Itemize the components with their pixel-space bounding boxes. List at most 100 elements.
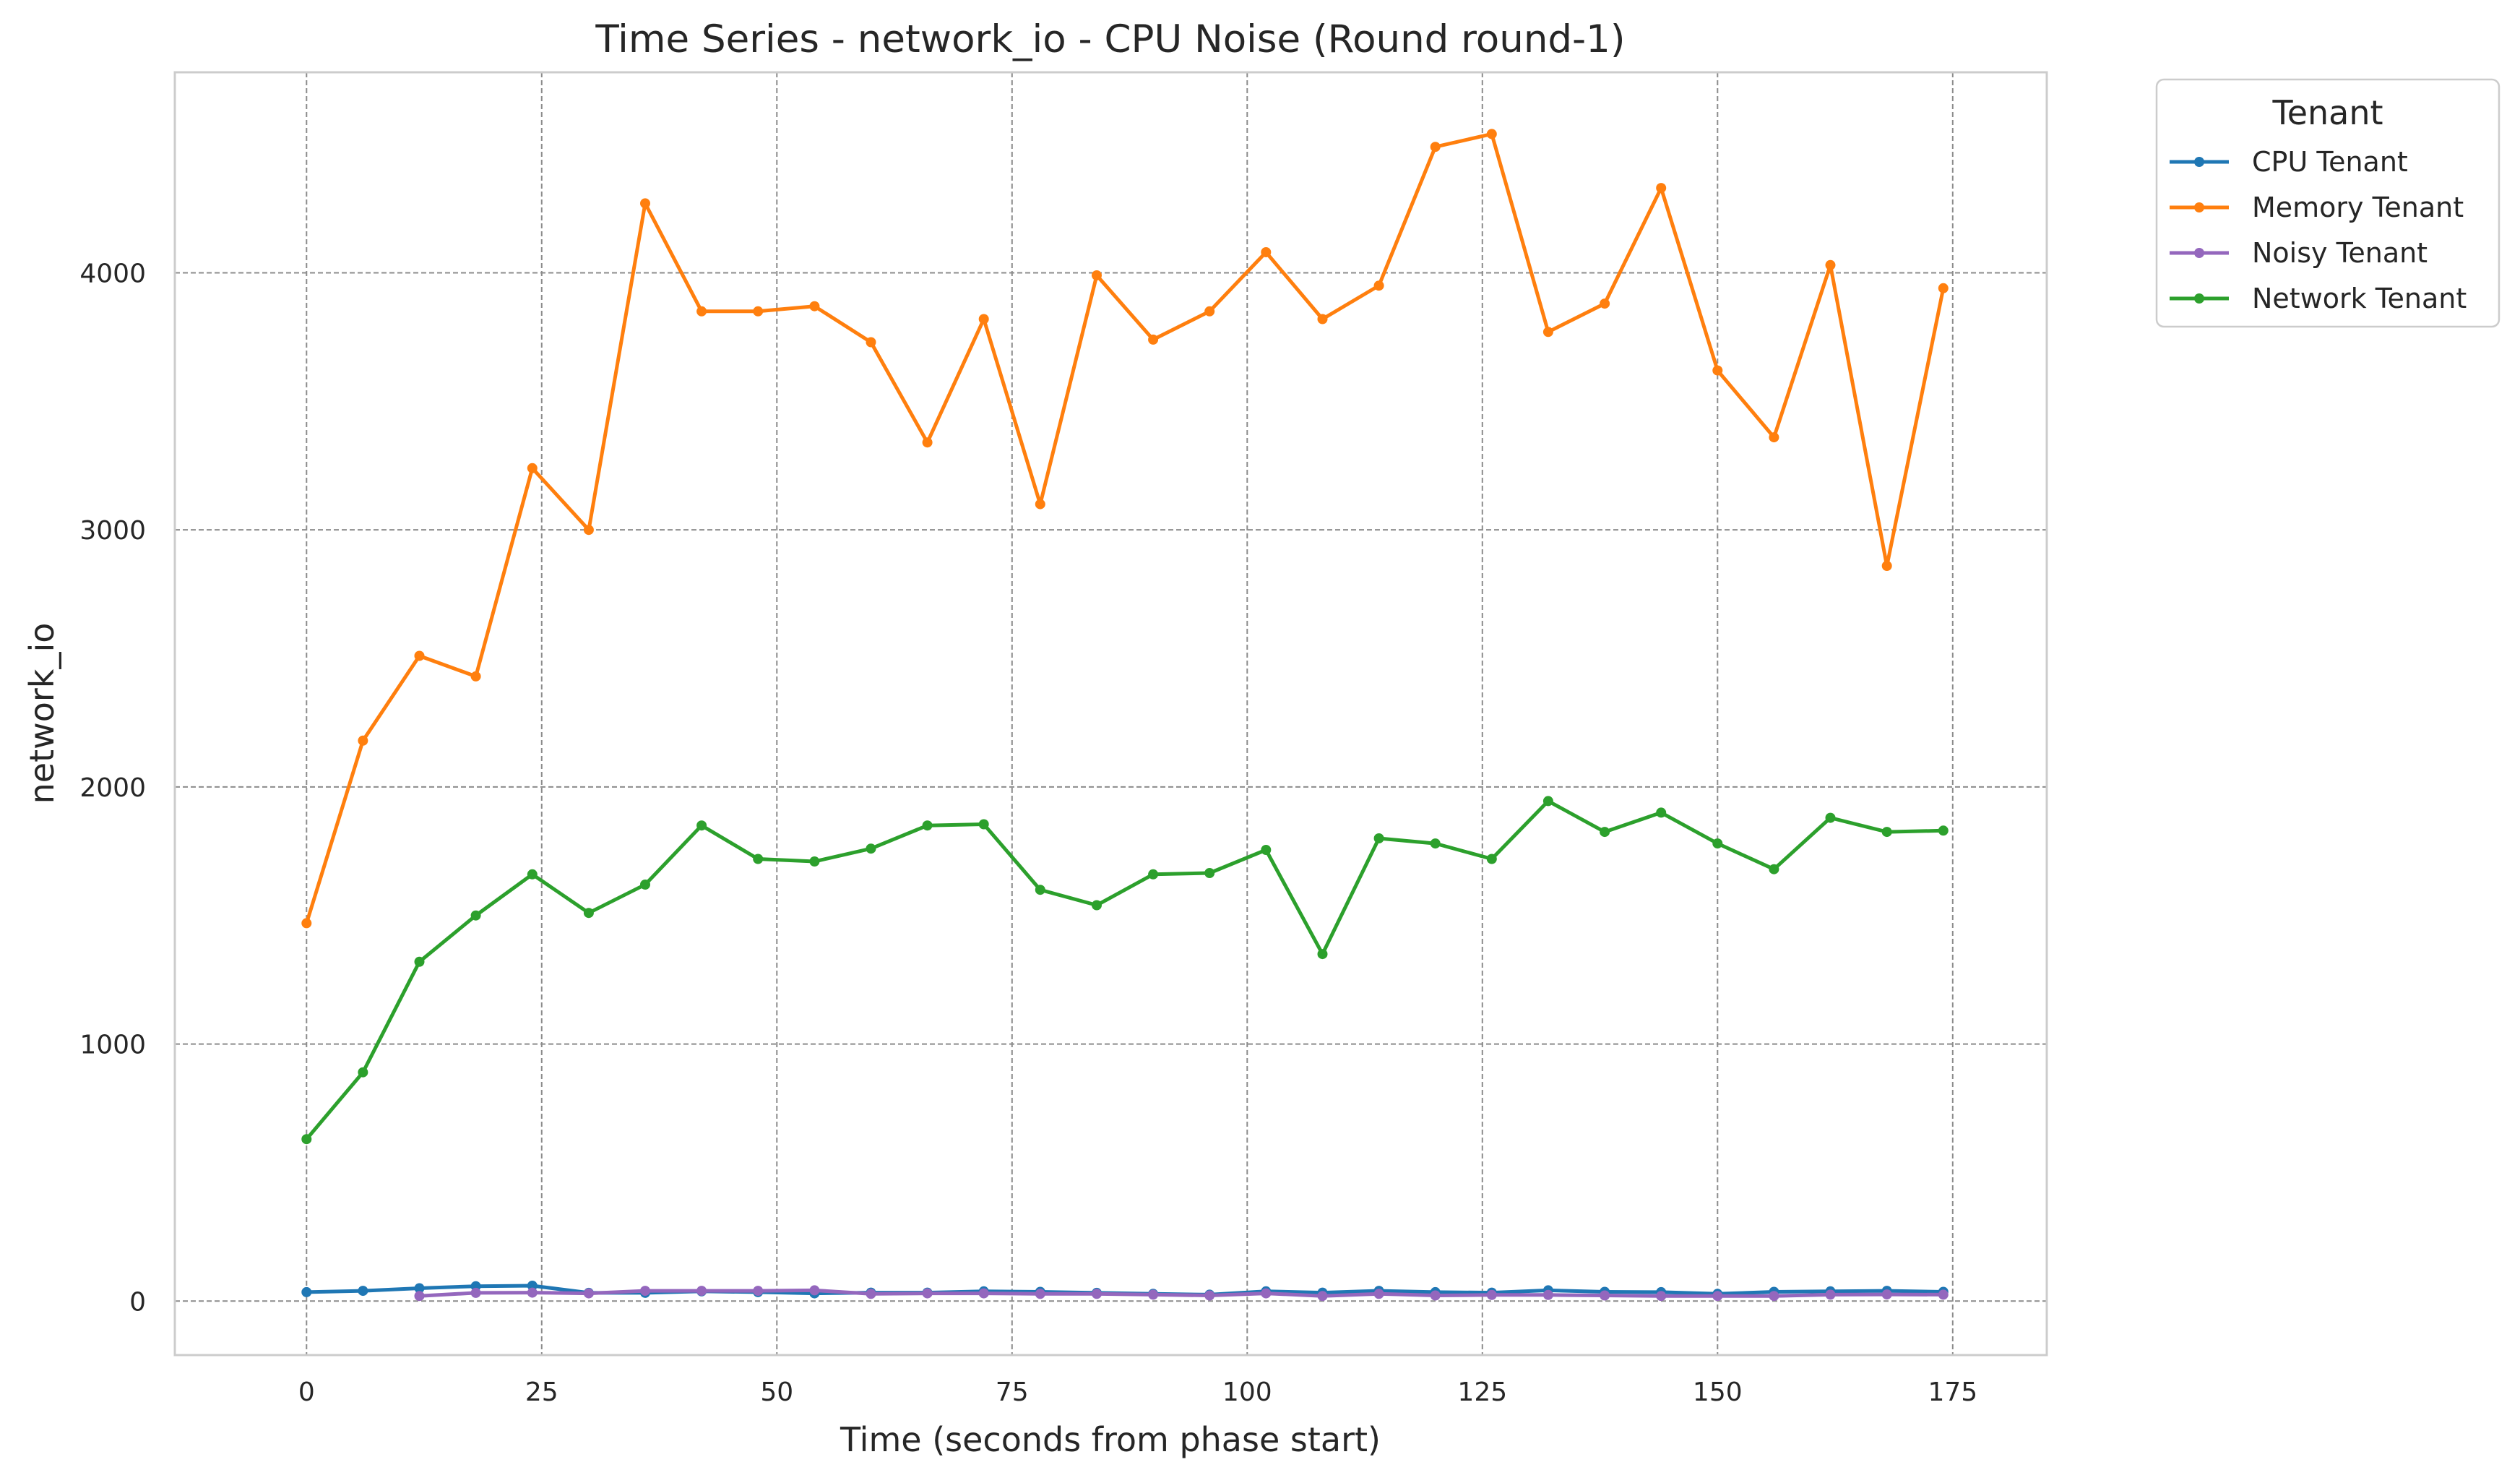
legend-items: CPU Tenant Memory Tenant Noisy Tenant Netwo… xyxy=(2170,146,2467,314)
legend-item-cpu-tenant: CPU Tenant xyxy=(2170,146,2408,178)
legend-item-noisy-tenant: Noisy Tenant xyxy=(2170,237,2428,269)
data-point-memory-tenant xyxy=(696,306,707,317)
legend-swatch-marker xyxy=(2194,157,2204,167)
legend-swatch-marker xyxy=(2194,293,2204,304)
data-point-network-tenant xyxy=(1769,864,1779,874)
data-point-noisy-tenant xyxy=(1938,1289,1949,1300)
data-point-noisy-tenant xyxy=(1261,1288,1272,1299)
y-tick-label: 1000 xyxy=(79,1031,146,1060)
data-point-noisy-tenant xyxy=(583,1288,594,1299)
data-point-memory-tenant xyxy=(1881,561,1892,571)
data-point-noisy-tenant xyxy=(696,1286,707,1297)
data-point-memory-tenant xyxy=(1092,270,1102,280)
legend-item-memory-tenant: Memory Tenant xyxy=(2170,192,2464,223)
series-noisy-tenant xyxy=(414,1285,1949,1302)
data-point-noisy-tenant xyxy=(1542,1289,1553,1300)
data-point-cpu-tenant xyxy=(414,1283,425,1294)
data-point-network-tenant xyxy=(583,908,594,919)
data-point-noisy-tenant xyxy=(978,1288,989,1299)
series-layer xyxy=(301,129,1949,1302)
x-tick-label: 175 xyxy=(1928,1377,1977,1407)
chart-title: Time Series - network_io - CPU Noise (Ro… xyxy=(595,17,1625,61)
data-point-noisy-tenant xyxy=(866,1289,876,1299)
data-point-cpu-tenant xyxy=(301,1286,312,1297)
x-tick-label: 75 xyxy=(996,1377,1029,1407)
data-point-noisy-tenant xyxy=(809,1285,820,1296)
data-point-noisy-tenant xyxy=(1656,1291,1667,1302)
data-point-memory-tenant xyxy=(866,337,876,348)
data-point-noisy-tenant xyxy=(1825,1289,1836,1300)
x-tick-label: 50 xyxy=(760,1377,793,1407)
data-point-noisy-tenant xyxy=(414,1291,425,1302)
data-point-memory-tenant xyxy=(301,918,312,929)
data-point-memory-tenant xyxy=(978,314,989,324)
legend-label: Noisy Tenant xyxy=(2252,237,2428,269)
legend: Tenant CPU Tenant Memory Tenant Noisy Tena… xyxy=(2155,78,2500,328)
data-point-memory-tenant xyxy=(1317,314,1328,324)
x-tick-label: 125 xyxy=(1457,1377,1507,1407)
data-point-memory-tenant xyxy=(358,735,368,746)
data-point-network-tenant xyxy=(1261,845,1272,855)
y-axis-ticks: 0 1000 2000 3000 4000 xyxy=(79,259,146,1317)
data-point-noisy-tenant xyxy=(1035,1289,1045,1299)
series-line-network-tenant xyxy=(304,799,1946,1141)
series-memory-tenant xyxy=(301,129,1949,929)
data-point-memory-tenant xyxy=(1261,247,1272,257)
data-point-network-tenant xyxy=(1430,838,1441,849)
data-point-memory-tenant xyxy=(1656,183,1667,194)
y-tick-label: 2000 xyxy=(79,773,146,803)
data-point-memory-tenant xyxy=(1825,259,1836,270)
legend-swatch-marker xyxy=(2194,248,2204,258)
series-network-tenant xyxy=(301,796,1949,1145)
data-point-noisy-tenant xyxy=(1881,1289,1892,1300)
data-point-network-tenant xyxy=(1712,838,1723,849)
data-point-network-tenant xyxy=(753,854,764,864)
data-point-network-tenant xyxy=(1035,885,1045,895)
data-point-network-tenant xyxy=(1881,827,1892,838)
x-axis-ticks: 0 25 50 75 100 125 150 175 xyxy=(298,1377,1977,1407)
legend-item-network-tenant: Network Tenant xyxy=(2170,283,2467,314)
data-point-network-tenant xyxy=(640,880,650,890)
data-point-memory-tenant xyxy=(1148,334,1159,345)
data-point-network-tenant xyxy=(1542,796,1553,807)
series-line-noisy-tenant xyxy=(418,1288,1946,1298)
data-point-memory-tenant xyxy=(640,198,650,209)
data-point-network-tenant xyxy=(1938,825,1949,836)
data-point-network-tenant xyxy=(301,1134,312,1145)
data-point-memory-tenant xyxy=(1600,298,1610,309)
legend-swatch-marker xyxy=(2194,202,2204,212)
data-point-noisy-tenant xyxy=(1430,1290,1441,1301)
data-point-memory-tenant xyxy=(1035,499,1045,510)
data-point-memory-tenant xyxy=(470,671,481,682)
data-point-noisy-tenant xyxy=(1712,1291,1723,1302)
data-point-network-tenant xyxy=(470,910,481,921)
data-point-noisy-tenant xyxy=(640,1286,650,1297)
data-point-noisy-tenant xyxy=(527,1287,538,1298)
data-point-noisy-tenant xyxy=(1486,1289,1497,1300)
plot-area-frame xyxy=(173,71,2048,1357)
data-point-noisy-tenant xyxy=(470,1287,481,1298)
x-tick-label: 150 xyxy=(1693,1377,1743,1407)
data-point-network-tenant xyxy=(1656,807,1667,818)
y-tick-label: 0 xyxy=(129,1287,146,1317)
data-point-noisy-tenant xyxy=(1317,1291,1328,1302)
data-point-memory-tenant xyxy=(583,525,594,536)
legend-title: Tenant xyxy=(2271,93,2383,132)
data-point-memory-tenant xyxy=(809,301,820,311)
data-point-network-tenant xyxy=(1373,833,1384,843)
data-point-cpu-tenant xyxy=(358,1286,368,1297)
data-point-memory-tenant xyxy=(753,306,764,317)
series-line-memory-tenant xyxy=(304,132,1946,925)
data-point-network-tenant xyxy=(1204,868,1215,878)
data-point-network-tenant xyxy=(1600,827,1610,838)
data-point-memory-tenant xyxy=(1769,432,1779,443)
y-axis-label: network_io xyxy=(22,623,61,804)
legend-label: CPU Tenant xyxy=(2252,146,2408,178)
data-point-noisy-tenant xyxy=(1600,1290,1610,1301)
legend-label: Memory Tenant xyxy=(2252,192,2464,223)
data-point-network-tenant xyxy=(1148,869,1159,880)
data-point-memory-tenant xyxy=(1373,280,1384,291)
data-point-noisy-tenant xyxy=(1769,1291,1779,1302)
